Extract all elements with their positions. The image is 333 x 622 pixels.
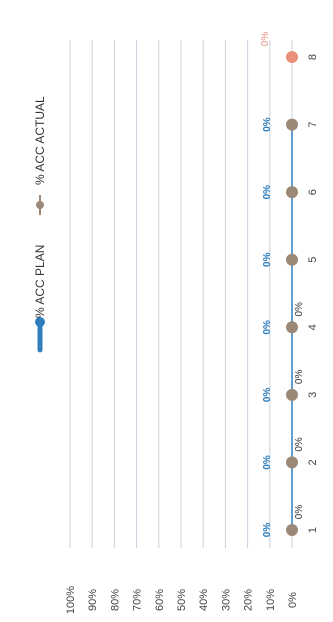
data-point-actual bbox=[286, 456, 298, 469]
category-tick-label: 5 bbox=[307, 257, 319, 263]
data-point-actual bbox=[286, 253, 298, 266]
legend-label-actual: % ACC ACTUAL bbox=[33, 96, 47, 185]
data-label-plan: 0% bbox=[262, 252, 273, 267]
data-point-actual bbox=[286, 51, 298, 63]
value-tick-label: 10% bbox=[265, 589, 277, 611]
data-label-actual: 0% bbox=[294, 370, 305, 385]
data-point-actual bbox=[286, 118, 298, 131]
data-point-actual bbox=[286, 321, 298, 334]
category-tick-label: 7 bbox=[307, 122, 319, 128]
category-tick-label: 8 bbox=[307, 54, 319, 60]
value-tick-label: 80% bbox=[109, 589, 121, 611]
data-label-actual: 0% bbox=[294, 437, 305, 452]
series-actual-layer bbox=[286, 51, 298, 536]
data-label-plan: 0% bbox=[262, 388, 273, 403]
category-tick-label: 1 bbox=[307, 527, 319, 533]
data-point-actual bbox=[286, 388, 298, 401]
legend: % ACC PLAN % ACC ACTUAL bbox=[33, 96, 47, 353]
legend-marker-plan bbox=[35, 317, 45, 327]
value-tick-label: 40% bbox=[198, 589, 210, 611]
data-label-plan: 0% bbox=[262, 185, 273, 200]
value-tick-label: 0% bbox=[287, 592, 299, 608]
data-label-layer: 0% 0% 0% 0% 0% 0% 0% 0% 0% 0% 0% 0% bbox=[260, 32, 305, 538]
tick-layer: 0%10%20%30%40%50%60%70%80%90%100%1234567… bbox=[65, 54, 319, 614]
value-tick-label: 60% bbox=[154, 589, 166, 611]
value-tick-label: 100% bbox=[65, 586, 77, 614]
data-point-actual bbox=[286, 524, 298, 536]
grid-layer bbox=[69, 40, 293, 548]
category-tick-label: 4 bbox=[307, 324, 319, 330]
data-label-plan: 0% bbox=[262, 320, 273, 335]
category-tick-label: 3 bbox=[307, 392, 319, 398]
legend-marker-actual bbox=[36, 201, 44, 209]
value-tick-label: 30% bbox=[220, 589, 232, 611]
data-label-actual: 0% bbox=[294, 505, 305, 520]
value-tick-label: 70% bbox=[132, 589, 144, 611]
legend-label-plan: % ACC PLAN bbox=[33, 245, 47, 318]
data-label-plan: 0% bbox=[262, 117, 273, 132]
data-point-actual bbox=[286, 186, 298, 199]
category-tick-label: 6 bbox=[307, 189, 319, 195]
value-tick-label: 50% bbox=[176, 589, 188, 611]
data-label-plan: 0% bbox=[262, 455, 273, 470]
data-label-plan: 0% bbox=[262, 523, 273, 538]
category-tick-label: 2 bbox=[307, 459, 319, 465]
value-tick-label: 90% bbox=[87, 589, 99, 611]
value-tick-label: 20% bbox=[243, 589, 255, 611]
data-label-actual: 0% bbox=[260, 32, 271, 47]
data-label-actual: 0% bbox=[294, 302, 305, 317]
